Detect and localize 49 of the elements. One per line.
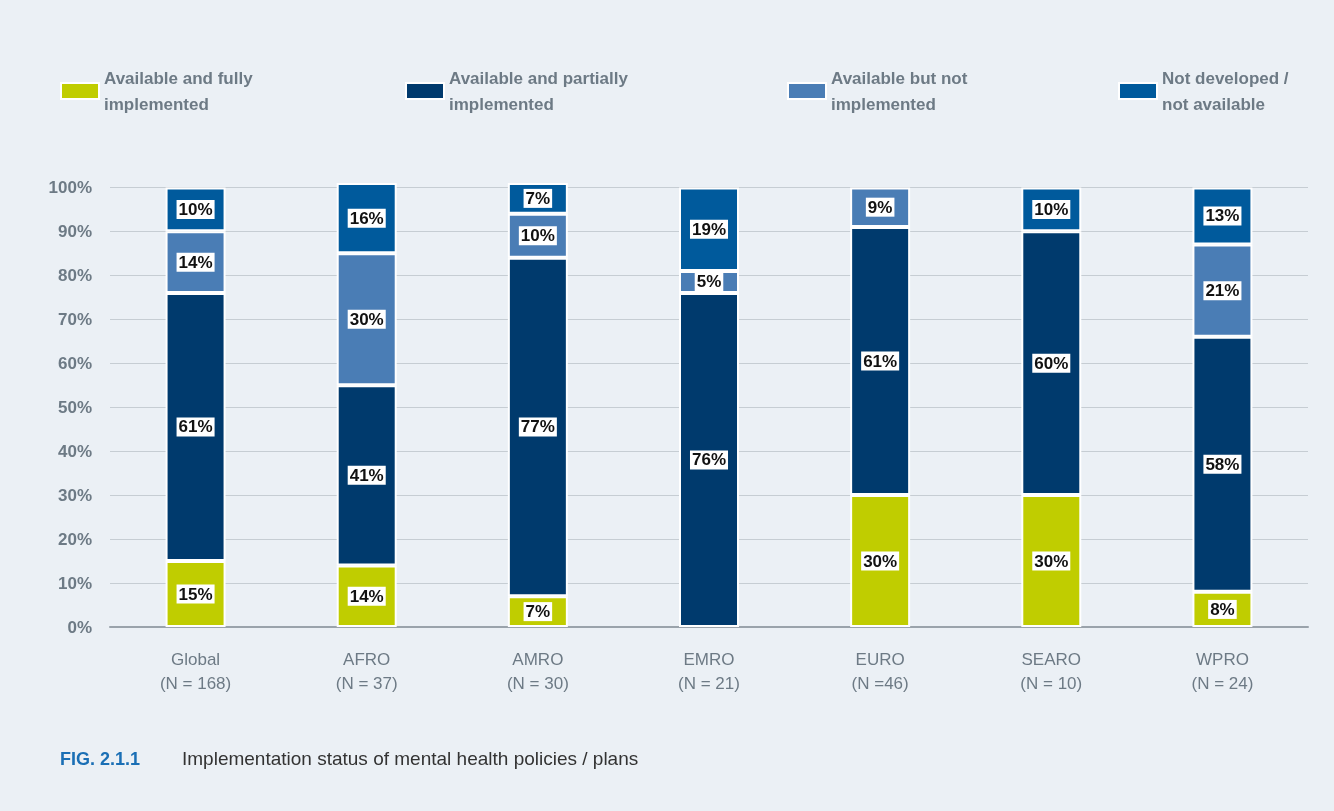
x-tick-label: WPRO (N = 24) bbox=[1191, 649, 1254, 693]
data-label: 76% bbox=[691, 450, 727, 470]
x-tick-label: SEARO (N = 10) bbox=[1020, 649, 1083, 693]
y-tick-label: 60% bbox=[57, 353, 92, 373]
y-tick-label: 0% bbox=[67, 617, 92, 637]
data-label: 15% bbox=[178, 584, 213, 604]
y-tick-label: 70% bbox=[57, 309, 92, 329]
x-tick-label: AFRO (N = 37) bbox=[335, 649, 398, 693]
data-label: 7% bbox=[525, 602, 551, 622]
x-tick-label: EURO (N =46) bbox=[851, 649, 909, 693]
data-label: 14% bbox=[349, 586, 384, 606]
y-tick-label: 50% bbox=[57, 397, 92, 417]
data-label: 10% bbox=[1034, 199, 1069, 219]
data-label: 10% bbox=[520, 226, 555, 246]
data-label: 30% bbox=[349, 309, 384, 329]
x-tick-label: EMRO (N = 21) bbox=[678, 649, 740, 693]
x-tick-label: Global (N = 168) bbox=[159, 649, 232, 693]
data-label: 16% bbox=[349, 208, 384, 228]
data-label: 10% bbox=[178, 199, 213, 219]
data-label: 61% bbox=[178, 417, 213, 437]
y-tick-label: 80% bbox=[57, 265, 92, 285]
legend-label: Available but not implemented bbox=[831, 68, 973, 114]
text: FIG. 2.1.1 bbox=[60, 749, 141, 769]
data-label: 13% bbox=[1205, 206, 1240, 226]
y-tick-label: 90% bbox=[57, 221, 92, 241]
data-label: 58% bbox=[1205, 454, 1240, 474]
legend-label: Not developed / not available bbox=[1162, 68, 1294, 114]
data-label: 21% bbox=[1205, 281, 1240, 301]
data-label: 7% bbox=[525, 188, 551, 208]
data-label: 5% bbox=[696, 272, 722, 292]
data-label: 14% bbox=[178, 252, 213, 272]
y-tick-label: 30% bbox=[57, 485, 92, 505]
data-label: 77% bbox=[520, 417, 555, 437]
y-tick-label: 100% bbox=[48, 177, 92, 197]
text: Implementation status of mental health policies / plans bbox=[182, 748, 639, 769]
data-label: 30% bbox=[863, 551, 898, 571]
x-tick-label: AMRO (N = 30) bbox=[506, 649, 569, 693]
y-tick-label: 20% bbox=[57, 529, 92, 549]
data-label: 41% bbox=[349, 465, 384, 485]
y-tick-label: 40% bbox=[57, 441, 92, 461]
data-label: 61% bbox=[863, 351, 898, 371]
data-label: 60% bbox=[1034, 353, 1069, 373]
data-label: 30% bbox=[1034, 551, 1069, 571]
data-label: 19% bbox=[691, 219, 727, 239]
data-label: 8% bbox=[1210, 599, 1235, 619]
y-tick-label: 10% bbox=[57, 573, 92, 593]
legend-label: Available and fully implemented bbox=[104, 68, 258, 114]
data-label: 9% bbox=[867, 197, 893, 217]
legend-label: Available and partially implemented bbox=[449, 68, 633, 114]
